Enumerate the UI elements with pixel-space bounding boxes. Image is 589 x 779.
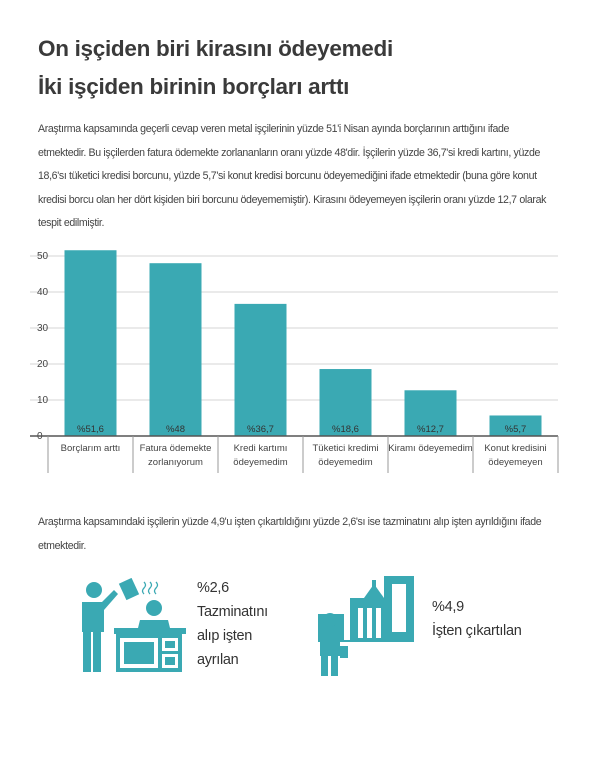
x-category-label: ödeyemeyen — [488, 457, 542, 468]
x-category-label: Kredi kartımı — [234, 443, 288, 454]
y-tick-label: 40 — [37, 287, 49, 298]
page-subtitle: İki işçiden birinin borçları arttı — [38, 74, 350, 99]
bar — [404, 390, 457, 436]
x-category-label: ödeyemedim — [318, 457, 372, 468]
intro-paragraph: Araştırma kapsamında geçerli cevap veren… — [38, 123, 547, 229]
severance-label-line-1: Tazminatını — [197, 604, 268, 620]
bar — [64, 250, 117, 436]
fired-stat: %4,9 İşten çıkartılan — [432, 595, 522, 643]
page-title: On işçiden biri kirasını ödeyemedi — [38, 36, 393, 61]
severance-label-line-2: alıp işten — [197, 628, 253, 644]
y-tick-label: 30 — [37, 323, 49, 334]
fired-label: İşten çıkartılan — [432, 623, 522, 639]
x-category-label: Tüketici kredimi — [313, 443, 379, 454]
severance-stat: %2,6 Tazminatını alıp işten ayrılan — [197, 576, 268, 672]
bar-value-label: %48 — [166, 424, 185, 435]
bar — [489, 415, 542, 436]
severance-percent: %2,6 — [197, 580, 229, 596]
dismissal-paragraph: Araştırma kapsamındaki işçilerin yüzde 4… — [38, 516, 542, 552]
y-tick-label: 20 — [37, 359, 49, 370]
bar — [149, 263, 202, 436]
fired-percent: %4,9 — [432, 599, 464, 615]
x-category-label: Borçlarım arttı — [61, 443, 121, 454]
worker-receiving-severance-icon — [82, 578, 186, 672]
bar-value-label: %18,6 — [332, 424, 359, 435]
y-tick-label: 50 — [37, 251, 49, 262]
bar-value-label: %51,6 — [77, 424, 104, 435]
y-tick-label: 10 — [37, 395, 49, 406]
x-category-label: zorlanıyorum — [148, 457, 203, 468]
bar — [319, 369, 372, 436]
bar-value-label: %12,7 — [417, 424, 444, 435]
x-category-label: Konut kredisini — [484, 443, 546, 454]
x-category-label: Kiramı ödeyemedim — [388, 443, 473, 454]
bar-value-label: %36,7 — [247, 424, 274, 435]
x-category-label: ödeyemedim — [233, 457, 287, 468]
bar-value-label: %5,7 — [505, 424, 527, 435]
x-category-label: Fatura ödemekte — [140, 443, 212, 454]
worker-leaving-factory-icon — [318, 576, 414, 676]
bar — [234, 303, 287, 436]
severance-label-line-3: ayrılan — [197, 652, 239, 668]
